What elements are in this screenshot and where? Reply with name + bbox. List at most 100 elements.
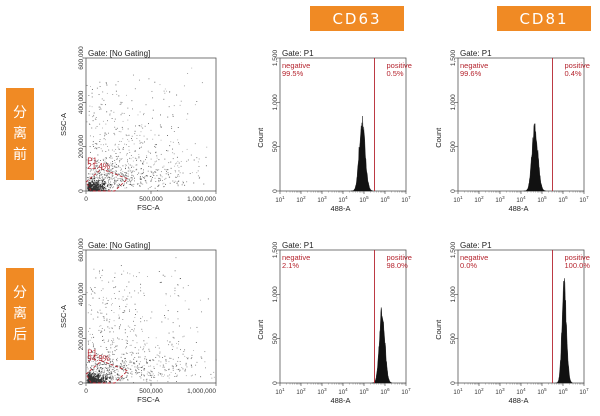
scatter-point [103,173,105,175]
scatter-point [106,374,108,376]
scatter-point [99,180,101,182]
scatter-point [93,378,95,380]
scatter-point [115,179,117,181]
positive-label: positive [387,61,412,70]
scatter-point [150,186,152,188]
scatter-point [112,366,114,368]
scatter-point [111,118,113,119]
scatter-point [139,134,141,136]
scatter-point [146,378,148,380]
scatter-point [111,310,113,311]
scatter-point [90,382,92,384]
scatter-point [105,347,107,349]
scatter-point [142,183,144,185]
scatter-point [108,356,110,358]
scatter-point [109,183,111,184]
negative-percent: 99.5% [282,69,304,78]
scatter-point [153,376,154,378]
scatter-point [113,370,115,372]
scatter-point [96,182,98,184]
scatter-point [99,171,101,173]
scatter-point [97,154,99,156]
scatter-point [108,186,110,188]
scatter-point [90,178,92,180]
scatter-point [116,345,118,347]
scatter-point [104,132,106,134]
scatter-point [100,277,101,279]
scatter-point [177,284,179,286]
scatter-point [107,371,109,373]
scatter-point [128,149,130,151]
scatter-point [118,377,120,379]
scatter-point [123,353,125,355]
scatter-point [88,95,90,96]
scatter-point [130,182,131,184]
scatter-point [92,188,94,190]
scatter-point [91,382,93,384]
scatter-point [96,176,98,178]
scatter-point [156,169,158,171]
scatter-point [111,369,113,371]
scatter-point [158,181,160,183]
scatter-point [134,290,136,292]
scatter-point [145,159,146,161]
scatter-point [94,374,96,376]
scatter-point [88,114,90,116]
scatter-point [148,365,150,367]
scatter-point [136,174,138,175]
scatter-point [107,170,109,171]
scatter-point [103,99,105,101]
scatter-point [106,318,108,320]
scatter-point [91,96,93,98]
scatter-point [102,353,103,355]
scatter-point [100,331,102,333]
scatter-point [91,190,93,192]
scatter-point [102,127,103,129]
scatter-point [87,177,89,179]
scatter-point [161,373,163,375]
row-label-char: 后 [13,326,27,343]
scatter-point [103,362,105,364]
scatter-point [97,167,99,168]
scatter-point [92,360,94,362]
scatter-point [141,365,143,367]
scatter-point [111,375,113,377]
scatter-point [98,376,100,378]
scatter-point [118,290,120,292]
scatter-point [87,378,90,380]
scatter-point [161,375,163,377]
scatter-point [87,362,89,363]
scatter-point [91,88,93,90]
scatter-point [158,355,160,357]
scatter-point [130,184,132,185]
scatter-point [92,343,94,345]
scatter-point [187,358,189,360]
scatter-point [141,374,142,376]
scatter-point [165,177,167,179]
scatter-point [109,177,110,179]
scatter-point [139,178,141,180]
scatter-point [182,172,184,174]
scatter-point [100,370,102,372]
scatter-point [133,175,134,177]
scatter-point [213,371,215,373]
scatter-point [89,379,91,381]
scatter-point [174,270,176,272]
scatter-point [176,183,178,184]
scatter-point [115,377,117,379]
histogram-area [350,115,374,192]
scatter-point [104,135,106,137]
scatter-point [178,368,180,370]
scatter-point [97,186,99,188]
scatter-point [87,184,90,186]
scatter-point [120,378,122,380]
scatter-point [109,380,111,383]
histogram-area [555,278,573,384]
scatter-point [93,168,95,170]
scatter-point [116,173,118,174]
scatter-point [133,170,135,172]
scatter-point [139,140,141,142]
scatter-point [92,318,94,320]
scatter-point [119,148,120,150]
scatter-point [119,305,120,307]
